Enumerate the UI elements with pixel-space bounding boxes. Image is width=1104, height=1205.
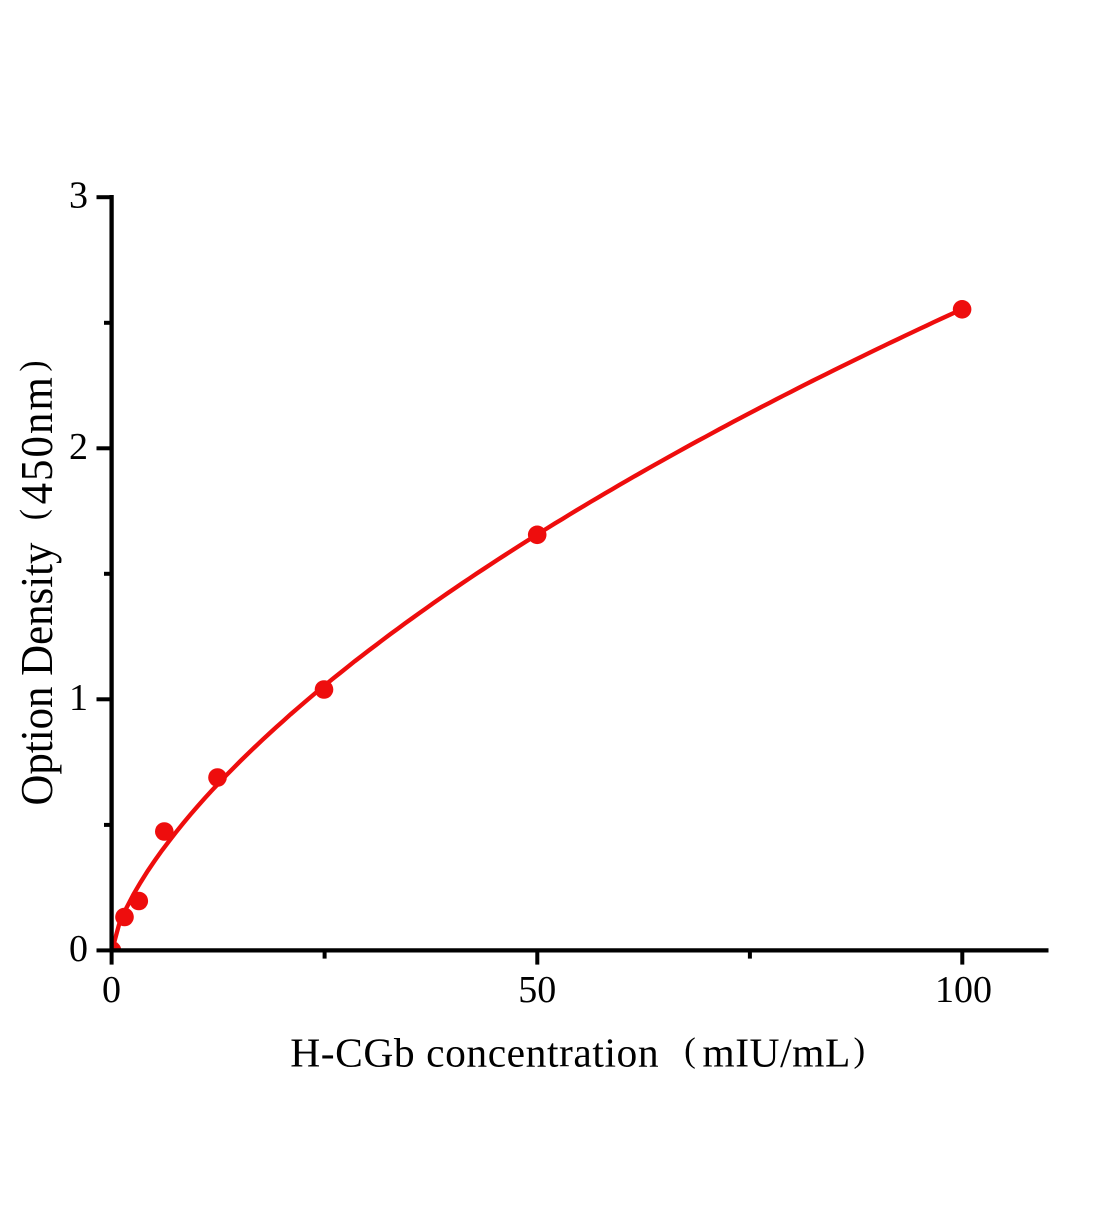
svg-text:Option Density(450nm): Option Density(450nm) — [11, 360, 63, 805]
svg-text:50: 50 — [518, 969, 556, 1011]
svg-text:3: 3 — [69, 175, 88, 217]
svg-text:H-CGb concentration(mIU/mL): H-CGb concentration(mIU/mL) — [290, 1029, 865, 1075]
svg-text:100: 100 — [935, 969, 992, 1011]
svg-text:0: 0 — [102, 969, 121, 1011]
svg-text:1: 1 — [69, 677, 88, 719]
svg-text:0: 0 — [69, 928, 88, 970]
svg-text:2: 2 — [69, 426, 88, 468]
